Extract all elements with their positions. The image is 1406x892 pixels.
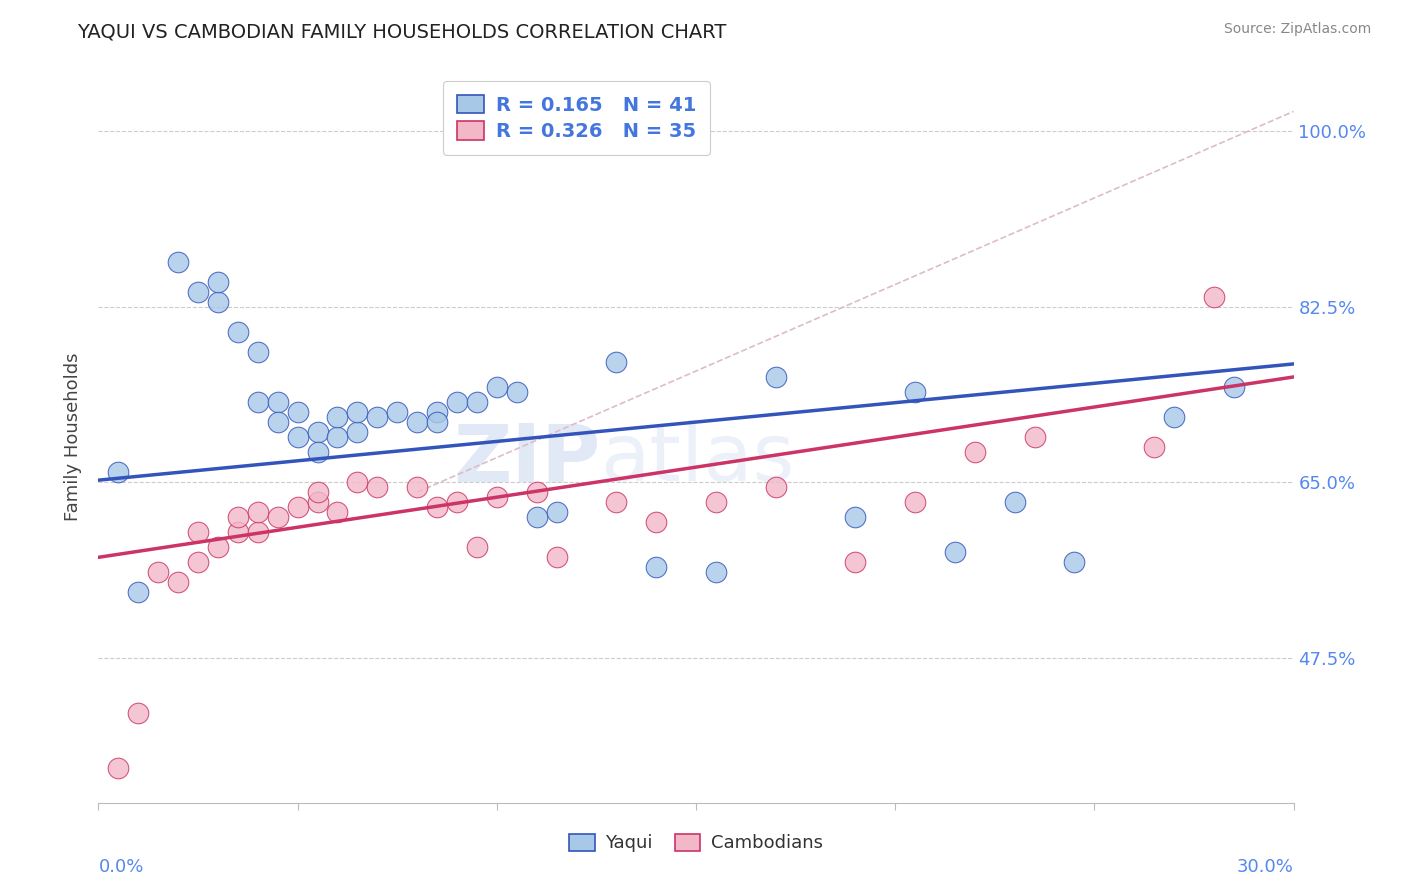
Point [326, 410, 349, 425]
Point [307, 445, 329, 459]
Point [127, 706, 149, 720]
Point [267, 415, 290, 429]
Point [267, 395, 290, 409]
Point [485, 490, 508, 504]
Point [844, 555, 866, 569]
Point [605, 495, 627, 509]
Point [704, 495, 727, 509]
Point [465, 395, 488, 409]
Point [844, 510, 866, 524]
Point [943, 545, 966, 559]
Point [167, 575, 190, 590]
Point [446, 495, 468, 509]
Point [207, 275, 229, 289]
Point [546, 550, 568, 565]
Text: 0.0%: 0.0% [98, 858, 143, 876]
Point [446, 395, 468, 409]
Point [246, 395, 269, 409]
Point [904, 384, 927, 399]
Point [1024, 430, 1046, 444]
Point [765, 480, 787, 494]
Point [645, 515, 668, 529]
Point [704, 566, 727, 580]
Point [187, 555, 209, 569]
Point [406, 480, 429, 494]
Point [346, 475, 368, 490]
Point [506, 384, 529, 399]
Point [366, 480, 388, 494]
Point [246, 505, 269, 519]
Point [207, 294, 229, 309]
Point [546, 505, 568, 519]
Point [287, 405, 309, 419]
Point [346, 405, 368, 419]
Point [385, 405, 409, 419]
Point [1004, 495, 1026, 509]
Point [267, 510, 290, 524]
Point [226, 325, 249, 339]
Point [107, 761, 129, 775]
Point [526, 485, 548, 500]
Point [307, 495, 329, 509]
Point [1163, 410, 1185, 425]
Point [645, 560, 668, 574]
Point [465, 541, 488, 555]
Point [287, 430, 309, 444]
Text: YAQUI VS CAMBODIAN FAMILY HOUSEHOLDS CORRELATION CHART: YAQUI VS CAMBODIAN FAMILY HOUSEHOLDS COR… [77, 22, 727, 41]
Point [1223, 380, 1246, 394]
Point [1063, 555, 1085, 569]
Point [107, 465, 129, 479]
Point [426, 500, 449, 515]
Point [127, 585, 149, 599]
Point [226, 525, 249, 540]
Point [287, 500, 309, 515]
Point [246, 525, 269, 540]
Point [326, 505, 349, 519]
Text: atlas: atlas [600, 420, 794, 498]
Text: ZIP: ZIP [453, 420, 600, 498]
Point [167, 254, 190, 268]
Point [1202, 290, 1225, 304]
Point [963, 445, 986, 459]
Point [904, 495, 927, 509]
Point [326, 430, 349, 444]
Point [307, 485, 329, 500]
Point [765, 370, 787, 384]
Point [485, 380, 508, 394]
Point [187, 285, 209, 299]
Point [605, 355, 627, 369]
Point [426, 405, 449, 419]
Point [148, 566, 170, 580]
Point [1143, 440, 1166, 454]
Point [307, 425, 329, 439]
Point [226, 510, 249, 524]
Point [346, 425, 368, 439]
Y-axis label: Family Households: Family Households [65, 353, 83, 521]
Point [426, 415, 449, 429]
Point [406, 415, 429, 429]
Point [366, 410, 388, 425]
Legend: Yaqui, Cambodians: Yaqui, Cambodians [562, 826, 830, 860]
Point [207, 541, 229, 555]
Text: 30.0%: 30.0% [1237, 858, 1294, 876]
Point [187, 525, 209, 540]
Text: Source: ZipAtlas.com: Source: ZipAtlas.com [1223, 22, 1371, 37]
Point [246, 345, 269, 359]
Point [526, 510, 548, 524]
